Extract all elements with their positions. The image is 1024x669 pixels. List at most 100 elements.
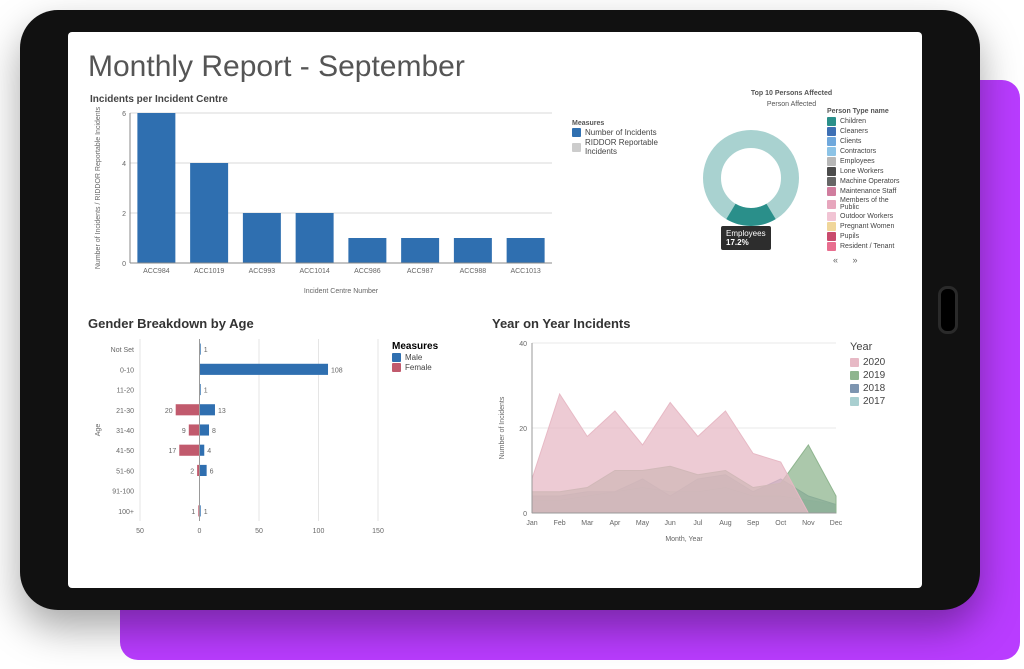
svg-text:0: 0 [122, 261, 126, 268]
svg-text:20: 20 [519, 426, 527, 433]
svg-text:Mar: Mar [581, 520, 594, 527]
svg-text:21-30: 21-30 [116, 408, 134, 415]
yoy-legend-title: Year [850, 341, 885, 353]
legend-item[interactable]: 2020 [850, 357, 885, 368]
svg-text:Jun: Jun [665, 520, 676, 527]
yoy-legend: 2020 2019 2018 2017 [850, 357, 885, 407]
legend-item[interactable]: Lone Workers [827, 167, 902, 176]
donut-tooltip: Employees 17.2% [721, 226, 771, 250]
gender-chart-title: Gender Breakdown by Age [88, 316, 478, 331]
svg-text:May: May [636, 520, 650, 527]
yoy-chart-title: Year on Year Incidents [492, 316, 902, 331]
svg-text:Aug: Aug [719, 520, 732, 527]
svg-text:4: 4 [207, 448, 211, 455]
svg-text:51-60: 51-60 [116, 468, 134, 475]
svg-text:8: 8 [212, 428, 216, 435]
donut-nav-next[interactable]: » [847, 255, 864, 265]
svg-text:6: 6 [210, 468, 214, 475]
svg-text:1: 1 [191, 509, 195, 516]
legend-item[interactable]: Contractors [827, 147, 902, 156]
svg-text:Apr: Apr [609, 520, 621, 527]
svg-text:Number of Incidents: Number of Incidents [499, 396, 506, 459]
svg-text:4: 4 [122, 161, 126, 168]
legend-item[interactable]: RIDDOR Reportable Incidents [572, 138, 667, 156]
svg-text:108: 108 [331, 367, 343, 374]
svg-text:ACC993: ACC993 [249, 268, 276, 275]
svg-text:0-10: 0-10 [120, 367, 134, 374]
legend-item[interactable]: 2018 [850, 383, 885, 394]
svg-text:Month, Year: Month, Year [665, 536, 703, 543]
donut-title: Top 10 Persons Affected [681, 90, 902, 97]
stage: Monthly Report - September Incidents per… [0, 0, 1024, 669]
svg-text:Sep: Sep [747, 520, 760, 527]
legend-item[interactable]: Machine Operators [827, 177, 902, 186]
tablet-frame: Monthly Report - September Incidents per… [20, 10, 980, 610]
legend-item[interactable]: Pupils [827, 232, 902, 241]
legend-item[interactable]: Resident / Tenant [827, 242, 902, 251]
donut-tooltip-label: Employees [726, 229, 766, 238]
svg-text:91-100: 91-100 [112, 489, 134, 496]
svg-text:0: 0 [198, 528, 202, 535]
svg-text:0: 0 [523, 511, 527, 518]
svg-text:17: 17 [168, 448, 176, 455]
legend-item[interactable]: Number of Incidents [572, 128, 667, 137]
legend-item[interactable]: Outdoor Workers [827, 212, 902, 221]
svg-text:100: 100 [313, 528, 325, 535]
svg-text:ACC988: ACC988 [460, 268, 487, 275]
svg-text:31-40: 31-40 [116, 428, 134, 435]
svg-text:1: 1 [204, 388, 208, 395]
tablet-screen: Monthly Report - September Incidents per… [68, 32, 922, 588]
svg-text:Feb: Feb [554, 520, 566, 527]
svg-text:41-50: 41-50 [116, 448, 134, 455]
svg-text:11-20: 11-20 [117, 388, 134, 395]
svg-text:9: 9 [182, 428, 186, 435]
legend-item[interactable]: Female [392, 363, 438, 372]
svg-text:Number of Incidents / RIDDOR R: Number of Incidents / RIDDOR Reportable … [95, 107, 102, 269]
svg-text:13: 13 [218, 408, 226, 415]
donut-nav-prev[interactable]: « [827, 255, 844, 265]
svg-text:Oct: Oct [775, 520, 786, 527]
svg-text:ACC984: ACC984 [143, 268, 170, 275]
legend-item[interactable]: Maintenance Staff [827, 187, 902, 196]
donut-subtitle: Person Affected [681, 101, 902, 108]
svg-text:150: 150 [372, 528, 384, 535]
legend-item[interactable]: Clients [827, 137, 902, 146]
incidents-legend-title: Measures [572, 120, 667, 127]
incidents-chart-title: Incidents per Incident Centre [90, 94, 558, 105]
svg-text:Nov: Nov [802, 520, 815, 527]
svg-text:ACC1019: ACC1019 [194, 268, 224, 275]
gender-legend-title: Measures [392, 341, 438, 352]
donut-legend: ChildrenCleanersClientsContractorsEmploy… [827, 117, 902, 251]
svg-text:1: 1 [204, 347, 208, 354]
legend-item[interactable]: Cleaners [827, 127, 902, 136]
legend-item[interactable]: Employees [827, 157, 902, 166]
incidents-bar-chart: 0246ACC984ACC1019ACC993ACC1014ACC986ACC9… [88, 107, 558, 297]
svg-text:ACC986: ACC986 [354, 268, 381, 275]
svg-text:ACC987: ACC987 [407, 268, 434, 275]
gender-bar-chart: 50050100150Not Set10-1010811-20121-30201… [88, 335, 388, 545]
legend-item[interactable]: Children [827, 117, 902, 126]
svg-text:40: 40 [519, 341, 527, 348]
svg-text:ACC1014: ACC1014 [299, 268, 329, 275]
svg-text:100+: 100+ [118, 509, 134, 516]
page-title: Monthly Report - September [88, 50, 902, 84]
svg-text:Not Set: Not Set [111, 347, 134, 354]
legend-item[interactable]: Members of the Public [827, 197, 902, 211]
svg-text:2: 2 [122, 211, 126, 218]
svg-text:Jan: Jan [526, 520, 537, 527]
donut-legend-title: Person Type name [827, 108, 902, 115]
svg-text:50: 50 [255, 528, 263, 535]
yoy-area-chart: 02040JanFebMarAprMayJunJulAugSepOctNovDe… [492, 335, 842, 545]
legend-item[interactable]: Male [392, 353, 438, 362]
gender-legend: MaleFemale [392, 353, 438, 372]
legend-item[interactable]: 2019 [850, 370, 885, 381]
svg-text:Dec: Dec [830, 520, 842, 527]
legend-item[interactable]: 2017 [850, 396, 885, 407]
legend-item[interactable]: Pregnant Women [827, 222, 902, 231]
svg-text:50: 50 [136, 528, 144, 535]
svg-text:ACC1013: ACC1013 [510, 268, 540, 275]
svg-text:Incident Centre Number: Incident Centre Number [304, 288, 379, 295]
svg-text:1: 1 [204, 509, 208, 516]
donut-wrap: Employees 17.2% [681, 108, 821, 258]
svg-text:Age: Age [95, 424, 102, 437]
